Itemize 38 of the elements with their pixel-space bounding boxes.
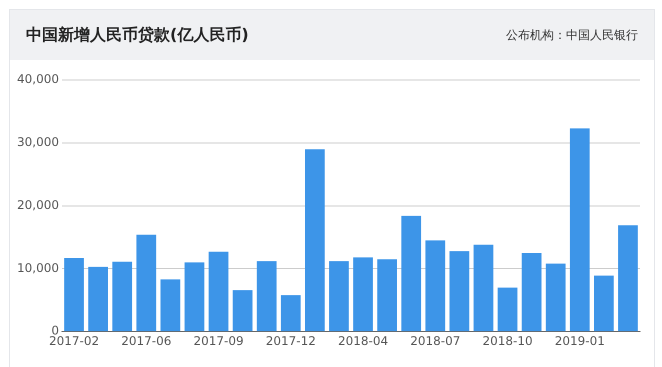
x-tick-label: 2018-04 [338,334,388,348]
bar [136,234,156,332]
bar [304,149,325,332]
bar [618,225,638,332]
bar [546,264,566,332]
bar [377,259,397,332]
bar [329,261,349,332]
x-tick-label: 2017-06 [121,334,172,348]
text: 公布机构：中国人民银行 [506,26,638,44]
x-tick-label: 2017-02 [48,334,100,348]
bar [64,258,84,332]
bar [594,276,614,332]
y-tick-label: 30,000 [16,135,59,150]
bar [208,252,228,332]
chart-title: 中国新增人民币贷款(亿人民币) [26,24,249,46]
bar [280,295,301,332]
x-tick-label: 2018-07 [410,334,460,348]
bar [353,257,373,332]
x-tick-label: 2018-10 [482,334,533,348]
x-tick-label: 2017-09 [193,334,244,348]
y-tick-label: 40,000 [16,72,59,86]
y-tick-label: 10,000 [16,260,59,275]
bar [401,216,422,332]
x-tick-label: 2017-12 [266,334,316,348]
bar [256,261,277,332]
bar [112,262,132,332]
bar [498,288,518,332]
y-tick-label: 20,000 [16,198,59,212]
bar [232,290,252,332]
bar [425,240,446,332]
x-tick-label: 2019-01 [554,334,605,348]
bar [570,128,590,332]
bar [522,252,542,332]
bar [474,244,494,332]
bar [160,279,180,332]
bar [449,251,470,332]
bar [88,266,108,332]
bar [184,262,204,332]
